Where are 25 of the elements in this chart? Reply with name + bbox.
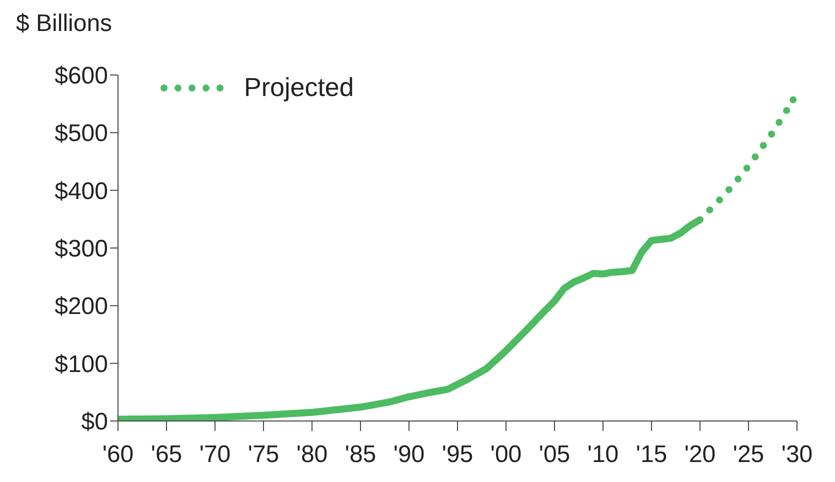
y-tick-label: $500 <box>54 120 108 148</box>
x-tick-label: '20 <box>684 441 716 468</box>
x-tick-label: '75 <box>248 441 280 468</box>
x-tick-label: '90 <box>393 441 425 468</box>
y-tick-label: $400 <box>54 178 108 205</box>
x-tick-label: '70 <box>199 441 231 468</box>
x-tick-label: '65 <box>150 441 182 468</box>
x-tick-label: '30 <box>781 441 813 468</box>
y-tick-label: $0 <box>81 408 108 436</box>
y-axis-title: $ Billions <box>16 10 112 38</box>
legend-label: Projected <box>244 72 354 103</box>
x-tick-label: '95 <box>442 441 474 468</box>
y-tick-label: $600 <box>54 62 108 90</box>
x-tick-label: '85 <box>344 441 376 468</box>
x-tick-label: '10 <box>587 441 619 468</box>
y-tick-label: $200 <box>54 293 108 320</box>
x-tick-label: '15 <box>636 441 668 468</box>
y-tick-label: $300 <box>54 236 108 263</box>
x-tick-label: '00 <box>490 441 522 468</box>
x-tick-label: '60 <box>102 441 134 468</box>
x-tick-label: '25 <box>732 441 764 468</box>
x-tick-label: '05 <box>538 441 570 468</box>
x-tick-label: '80 <box>296 441 328 468</box>
legend: Projected <box>158 72 354 103</box>
y-tick-label: $100 <box>54 350 108 378</box>
